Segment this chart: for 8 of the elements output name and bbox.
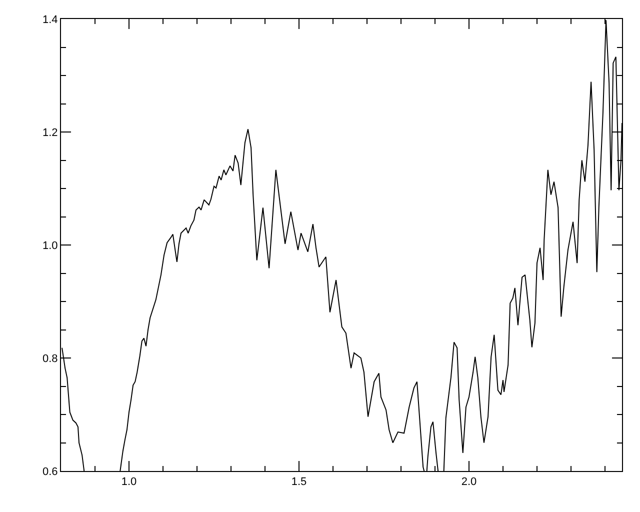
y-tick-label: 0.6 [42,466,58,478]
y-tick-label: 1.0 [42,240,58,252]
y-tick-label: 0.8 [42,352,58,365]
y-tick-label: 1.4 [42,14,58,26]
x-tick-label: 1.5 [291,476,307,488]
y-tick-label: 1.2 [42,126,58,139]
x-tick-label: 2.0 [461,476,477,488]
x-tick-label: 1.0 [121,476,137,488]
